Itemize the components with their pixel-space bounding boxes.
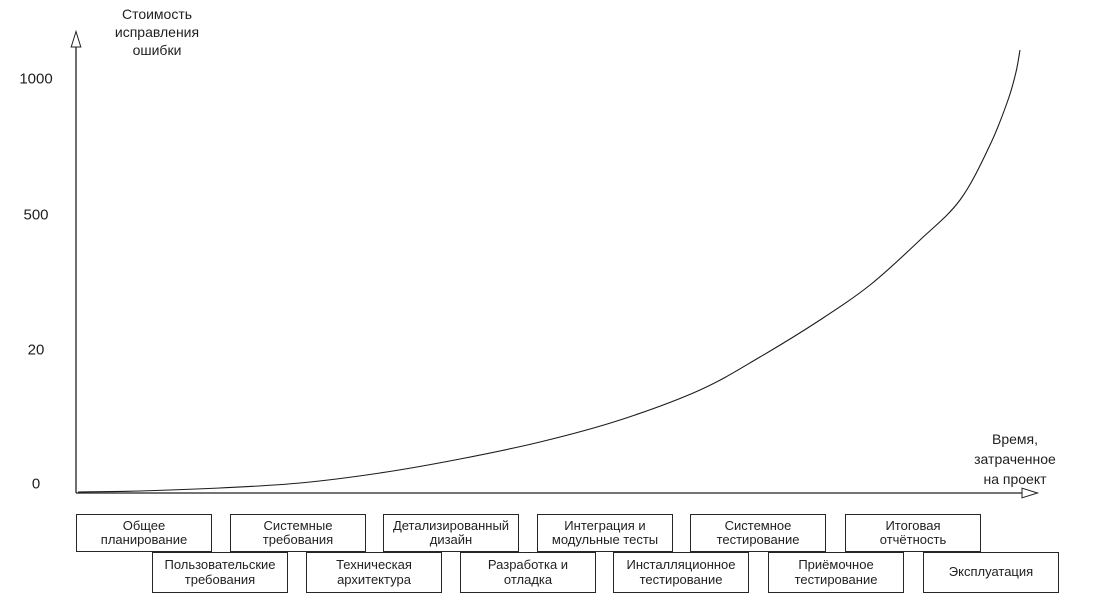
y-tick-label: 500 — [23, 206, 49, 224]
phase-box-label-line: тестирование — [716, 532, 800, 547]
phase-box-bottom-5: Эксплуатация — [923, 552, 1059, 593]
x-axis-title-line: затраченное — [974, 451, 1056, 467]
cost-curve — [77, 49, 1021, 493]
phase-box-label-line: модульные тесты — [551, 532, 659, 547]
x-axis-title: Время, затраченное на проект — [953, 429, 1077, 489]
phase-box-top-0: Общее планирование — [76, 514, 212, 552]
phase-box-label-line: отладка — [503, 571, 553, 587]
phase-box-label-line: требования — [184, 571, 256, 587]
phase-box-top-5: Итоговая отчётность — [845, 514, 981, 552]
phase-box-label-line: Пользовательские — [164, 557, 276, 572]
phase-box-bottom-0: Пользовательские требования — [152, 552, 288, 593]
phase-box-label-line: отчётность — [879, 532, 947, 547]
phase-box-label-line: Итоговая — [885, 517, 941, 533]
phase-box-label-line: дизайн — [429, 532, 473, 547]
y-axis-title: Стоимость исправления ошибки — [96, 5, 218, 59]
phase-box-label-line: тестирование — [639, 571, 723, 587]
y-axis-title-line: исправления — [114, 24, 200, 40]
phase-box-top-3: Интеграция и модульные тесты — [537, 514, 673, 552]
phase-box-label-line: тестирование — [794, 571, 878, 587]
x-axis-title-line: на проект — [983, 471, 1047, 487]
phase-box-bottom-3: Инсталляционное тестирование — [613, 552, 749, 593]
phase-box-label-line: Инсталляционное — [626, 557, 736, 572]
y-axis-arrowhead — [70, 29, 82, 48]
phase-box-label-line: Системное — [724, 517, 792, 533]
y-axis-title-line: Стоимость — [121, 6, 193, 22]
phase-box-bottom-4: Приёмочное тестирование — [768, 552, 904, 593]
phase-box-label-line: планирование — [100, 532, 188, 547]
phase-box-label-line: Техническая — [336, 557, 412, 572]
phase-box-label-line: Системные — [263, 517, 333, 533]
phase-box-label-line: Общее — [122, 517, 166, 533]
phase-box-label-line: Эксплуатация — [948, 564, 1034, 580]
phase-box-label-line: Разработка и — [487, 557, 569, 572]
phase-box-bottom-2: Разработка и отладка — [460, 552, 596, 593]
y-tick-label: 1000 — [19, 70, 53, 88]
phase-box-label-line: требования — [262, 532, 334, 547]
x-axis-arrowhead — [1021, 487, 1040, 499]
x-axis-title-line: Время, — [991, 431, 1038, 447]
y-axis-title-line: ошибки — [132, 42, 182, 58]
phase-box-label-line: Детализированный — [392, 517, 510, 533]
y-tick-label: 20 — [27, 341, 45, 359]
y-tick-label: 0 — [31, 475, 41, 493]
phase-box-top-4: Системное тестирование — [690, 514, 826, 552]
phase-box-label-line: Интеграция и — [564, 517, 646, 533]
phase-box-top-2: Детализированный дизайн — [383, 514, 519, 552]
phase-box-bottom-1: Техническая архитектура — [306, 552, 442, 593]
phase-box-label-line: Приёмочное — [798, 557, 874, 572]
phase-box-label-line: архитектура — [337, 571, 411, 587]
phase-box-top-1: Системные требования — [230, 514, 366, 552]
